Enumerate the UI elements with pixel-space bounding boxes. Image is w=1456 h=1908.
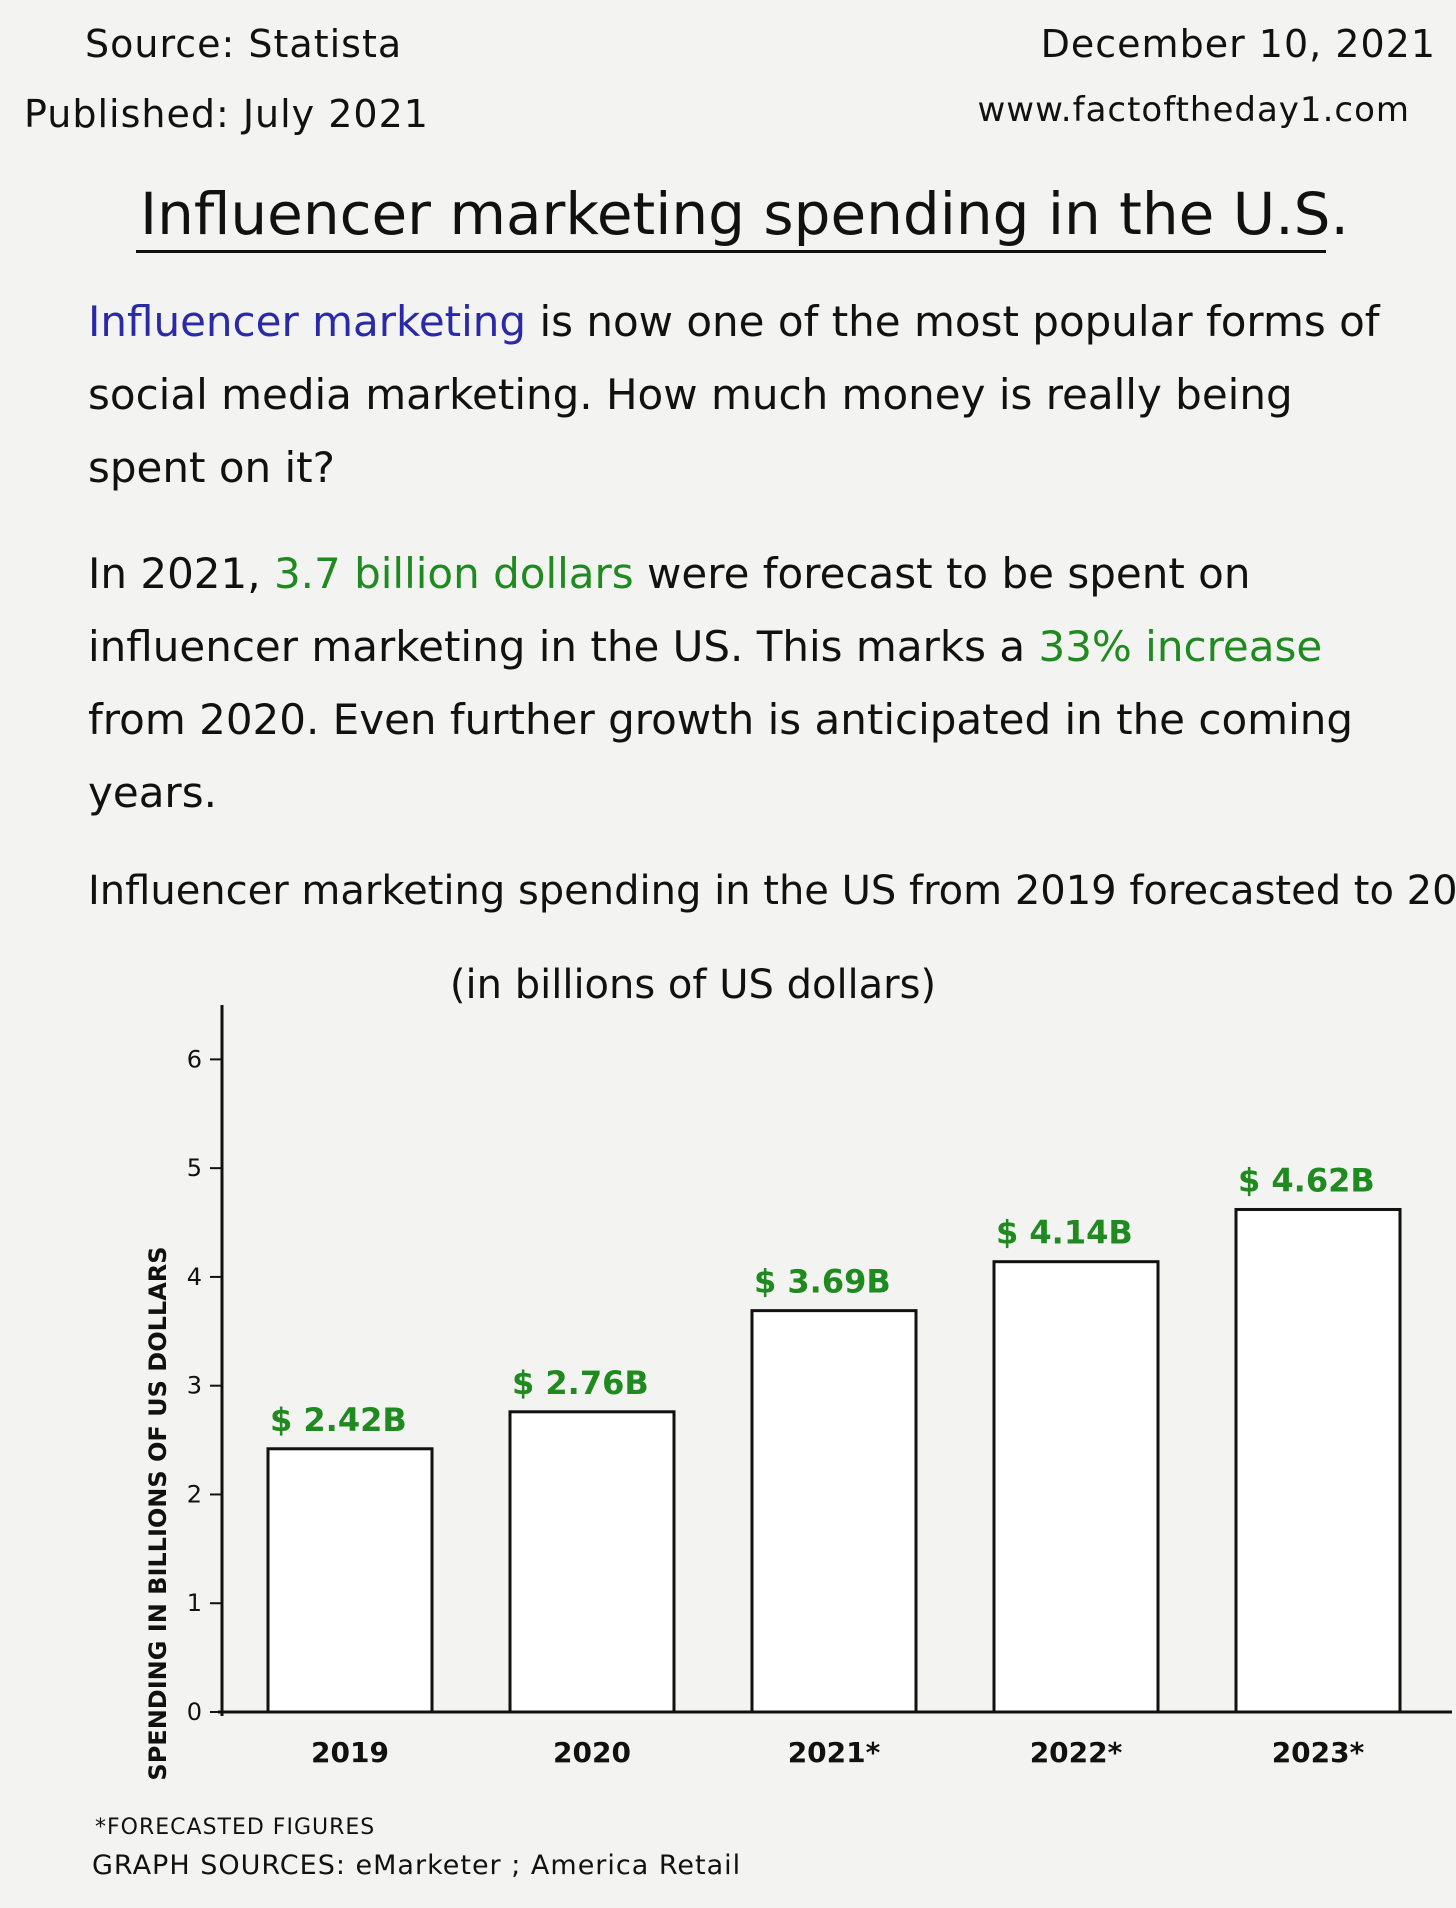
chart-title: Influencer marketing spending in the US … — [88, 868, 1456, 914]
bar-2022* — [992, 1260, 1160, 1714]
y-tick-label: 2 — [187, 1480, 202, 1508]
page-title: Influencer marketing spending in the U.S… — [140, 180, 1349, 248]
bar-2021* — [750, 1309, 918, 1714]
intro-text: is now one of the most popular forms of … — [88, 297, 1380, 492]
details-text-3: from 2020. Even further growth is antici… — [88, 695, 1354, 817]
y-tick-label: 1 — [187, 1589, 202, 1617]
details-text-1: In 2021, — [88, 549, 274, 598]
y-tick-label: 6 — [187, 1045, 202, 1073]
x-tick-label: 2020 — [553, 1736, 631, 1769]
footnote: *FORECASTED FIGURES — [95, 1815, 376, 1840]
details-paragraph: In 2021, 3.7 billion dollars were foreca… — [88, 537, 1418, 829]
x-tick-label: 2021* — [788, 1736, 881, 1769]
title-underline — [136, 250, 1326, 253]
details-highlight-increase: 33% increase — [1038, 622, 1323, 671]
source-text: Source: Statista — [85, 22, 403, 66]
y-tick-label: 3 — [187, 1372, 202, 1400]
x-tick-label: 2022* — [1030, 1736, 1123, 1769]
data-label: $ 4.14B — [996, 1214, 1133, 1252]
website-url: www.factoftheday1.com — [977, 90, 1410, 130]
x-tick-label: 2019 — [311, 1736, 389, 1769]
bar-2023* — [1234, 1207, 1402, 1714]
details-text-2: were forecast to be spent on influencer … — [88, 549, 1251, 671]
intro-paragraph: Influencer marketing is now one of the m… — [88, 285, 1418, 504]
data-label: $ 2.76B — [512, 1364, 649, 1402]
y-tick-label: 4 — [187, 1263, 202, 1291]
intro-highlight: Influencer marketing — [88, 297, 527, 346]
chart-subtitle: (in billions of US dollars) — [449, 962, 937, 1008]
data-label: $ 4.62B — [1238, 1161, 1375, 1199]
y-tick-label: 0 — [187, 1698, 202, 1726]
published-date: Published: July 2021 — [24, 92, 429, 136]
chart-bars: $ 2.42B 2019 $ 2.76B 2020 $ 3.69B 2021* $ 4.14… — [266, 1161, 1402, 1769]
data-label: $ 3.69B — [754, 1263, 891, 1301]
bar-2020 — [508, 1410, 676, 1714]
post-date: December 10, 2021 — [1040, 22, 1436, 66]
y-tick-label: 5 — [187, 1154, 202, 1182]
bar-chart: 0 1 2 3 4 5 6 SPENDING IN BILLIONS OF US DOLLAR… — [144, 1005, 1452, 1780]
graph-sources: GRAPH SOURCES: eMarketer ; America Retai… — [92, 1850, 742, 1881]
bar-2019 — [266, 1447, 434, 1714]
details-highlight-amount: 3.7 billion dollars — [273, 549, 634, 598]
data-label: $ 2.42B — [270, 1401, 407, 1439]
x-tick-label: 2023* — [1272, 1736, 1365, 1769]
y-axis-label: SPENDING IN BILLIONS OF US DOLLARS — [144, 1246, 172, 1780]
